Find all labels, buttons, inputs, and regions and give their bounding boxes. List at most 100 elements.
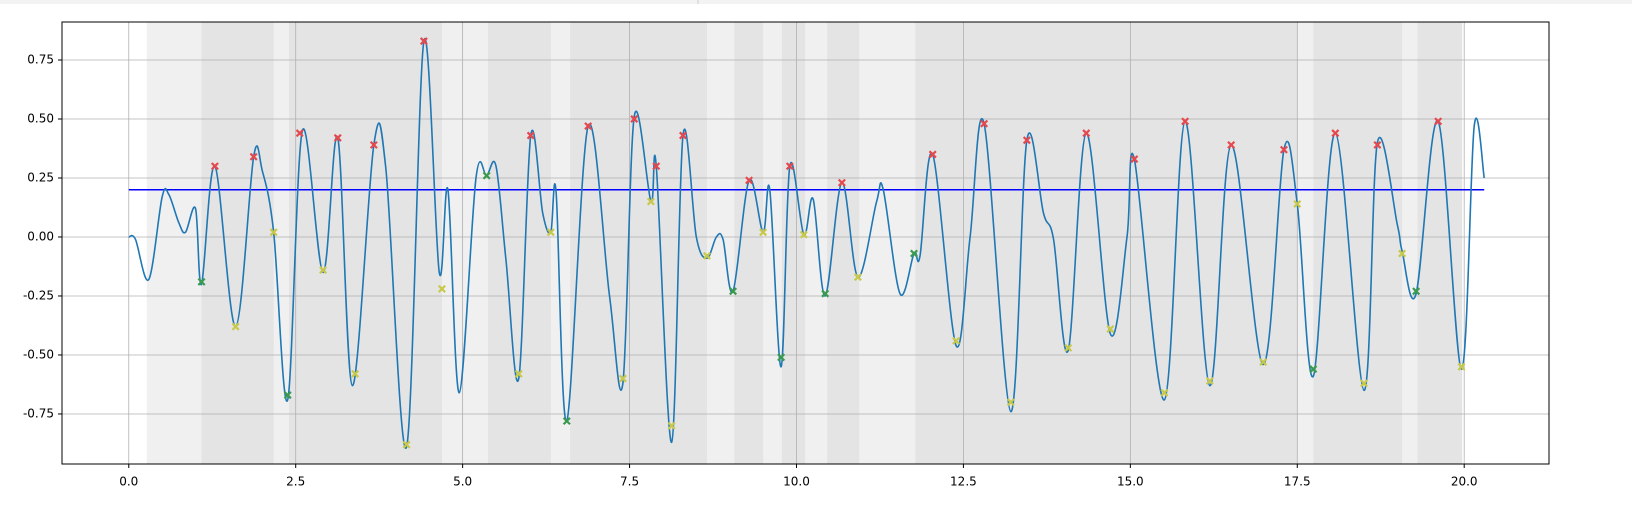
shaded-span bbox=[1417, 22, 1463, 464]
peak-marker bbox=[785, 162, 794, 171]
peak-marker bbox=[584, 122, 593, 131]
shaded-span bbox=[827, 22, 860, 464]
peak-marker bbox=[295, 129, 304, 138]
peak-marker bbox=[1022, 136, 1031, 145]
marker-stroke bbox=[799, 230, 808, 239]
marker-stroke bbox=[1160, 388, 1169, 397]
marker-stroke bbox=[526, 131, 535, 140]
y-tick-label: 0.50 bbox=[27, 111, 54, 125]
marker-stroke bbox=[745, 176, 754, 185]
marker-stroke bbox=[821, 289, 830, 298]
peak-marker bbox=[1160, 388, 1169, 397]
x-tick-label: 12.5 bbox=[950, 475, 977, 489]
peak-marker bbox=[729, 287, 738, 296]
y-tick-label: 0.75 bbox=[27, 52, 54, 66]
marker-stroke bbox=[678, 131, 687, 140]
marker-stroke bbox=[777, 353, 786, 362]
peak-marker bbox=[1064, 343, 1073, 352]
shaded-span bbox=[201, 22, 274, 464]
marker-stroke bbox=[729, 287, 738, 296]
marker-stroke bbox=[249, 152, 258, 161]
peak-marker bbox=[910, 249, 918, 258]
signal-line bbox=[128, 37, 1486, 449]
y-tick-label: 0.00 bbox=[27, 229, 54, 243]
peak-marker bbox=[618, 374, 627, 383]
marker-stroke bbox=[210, 162, 219, 171]
peak-marker bbox=[1373, 140, 1382, 149]
shaded-span bbox=[1313, 22, 1403, 464]
peak-marker bbox=[562, 417, 571, 426]
peak-marker bbox=[1227, 140, 1236, 149]
peak-marker bbox=[1259, 358, 1268, 367]
marker-stroke bbox=[630, 115, 639, 123]
peak-marker bbox=[1360, 379, 1369, 388]
marker-stroke bbox=[1064, 343, 1073, 352]
peak-marker bbox=[630, 115, 639, 123]
peak-marker bbox=[437, 284, 446, 293]
peak-marker bbox=[667, 421, 676, 430]
shaded-span bbox=[570, 22, 708, 464]
peak-marker bbox=[269, 228, 278, 237]
marker-stroke bbox=[482, 171, 491, 180]
marker-stroke bbox=[1373, 140, 1382, 149]
marker-stroke bbox=[952, 336, 961, 345]
top-bar bbox=[0, 0, 1632, 4]
marker-stroke bbox=[1279, 145, 1288, 154]
peak-marker bbox=[1279, 145, 1288, 154]
marker-stroke bbox=[1331, 129, 1340, 138]
peak-marker bbox=[837, 178, 846, 187]
shaded-span bbox=[488, 22, 551, 464]
marker-stroke bbox=[646, 197, 655, 206]
peak-marker bbox=[703, 251, 711, 260]
marker-stroke bbox=[1412, 287, 1421, 296]
marker-stroke bbox=[759, 228, 768, 237]
peak-marker bbox=[821, 289, 830, 298]
peak-marker bbox=[1205, 376, 1214, 385]
marker-stroke bbox=[1006, 398, 1015, 407]
peak-marker bbox=[745, 176, 754, 185]
marker-stroke bbox=[837, 178, 846, 187]
marker-stroke bbox=[369, 140, 378, 149]
plot-frame bbox=[61, 21, 1550, 465]
peak-marker bbox=[333, 133, 342, 142]
peak-marker bbox=[1309, 365, 1318, 374]
peak-marker bbox=[419, 37, 428, 46]
peak-marker bbox=[283, 391, 292, 400]
peak-marker bbox=[369, 140, 378, 149]
peak-marker bbox=[514, 369, 523, 378]
marker-stroke bbox=[584, 122, 593, 131]
marker-stroke bbox=[618, 374, 627, 383]
peak-marker bbox=[1434, 117, 1443, 126]
y-tick-label: -0.25 bbox=[23, 288, 54, 302]
marker-stroke bbox=[562, 417, 571, 426]
y-tick-label: -0.75 bbox=[23, 406, 54, 420]
x-tick-label: 17.5 bbox=[1284, 475, 1311, 489]
peak-marker bbox=[1457, 362, 1466, 371]
peak-marker bbox=[197, 277, 206, 286]
peak-marker bbox=[777, 353, 786, 362]
marker-stroke bbox=[652, 162, 661, 171]
peak-marker bbox=[1106, 325, 1115, 333]
marker-stroke bbox=[402, 440, 411, 449]
marker-stroke bbox=[1434, 117, 1443, 126]
peak-marker bbox=[799, 230, 808, 239]
x-tick-label: 10.0 bbox=[783, 475, 810, 489]
x-tick-label: 2.5 bbox=[286, 475, 305, 489]
marker-stroke bbox=[1309, 365, 1318, 374]
marker-stroke bbox=[333, 133, 342, 142]
marker-stroke bbox=[1398, 249, 1407, 258]
marker-stroke bbox=[419, 37, 428, 46]
marker-stroke bbox=[283, 391, 292, 400]
marker-stroke bbox=[1205, 376, 1214, 385]
shaded-span bbox=[734, 22, 764, 464]
peak-marker bbox=[1130, 155, 1139, 164]
peak-marker bbox=[1398, 249, 1407, 258]
peak-marker bbox=[652, 162, 661, 171]
peak-marker bbox=[210, 162, 219, 171]
marker-stroke bbox=[1259, 358, 1268, 367]
marker-stroke bbox=[1082, 129, 1091, 138]
peak-marker bbox=[351, 369, 360, 378]
marker-stroke bbox=[197, 277, 206, 286]
marker-stroke bbox=[351, 369, 360, 378]
